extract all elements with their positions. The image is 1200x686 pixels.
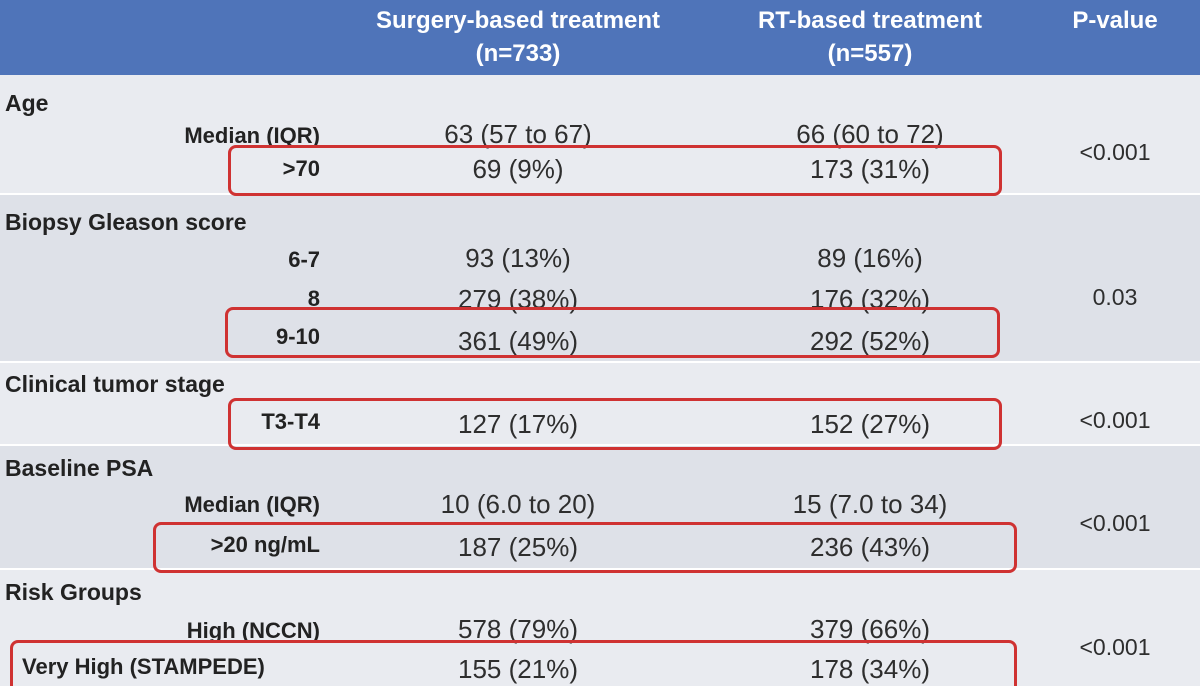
section-title: Clinical tumor stage — [5, 371, 225, 397]
surgery-value: 93 (13%) — [465, 243, 571, 273]
header-rt-n: (n=557) — [827, 40, 913, 67]
header-rt-title: RT-based treatment — [757, 7, 983, 34]
section-title: Risk Groups — [5, 579, 142, 605]
header-pvalue-title: P-value — [1072, 7, 1158, 34]
section-psa: Baseline PSA Median (IQR) 10 (6.0 to 20)… — [0, 446, 1200, 570]
surgery-value: 127 (17%) — [458, 409, 578, 439]
p-value: <0.001 — [1079, 407, 1151, 433]
section-gleason: Biopsy Gleason score 6-7 93 (13%) 89 (16… — [0, 195, 1200, 363]
section-age: Age Median (IQR) 63 (57 to 67) 66 (60 to… — [0, 75, 1200, 195]
surgery-value: 361 (49%) — [458, 326, 578, 356]
rt-value: 173 (31%) — [810, 154, 930, 184]
row-label: 8 — [307, 286, 320, 311]
rt-value: 89 (16%) — [817, 243, 923, 273]
section-title: Baseline PSA — [5, 455, 154, 481]
row-label: High (NCCN) — [186, 618, 320, 643]
row-label: >70 — [282, 156, 320, 181]
header-surgery-title: Surgery-based treatment — [375, 7, 661, 34]
row-label: 9-10 — [275, 324, 320, 349]
p-value: <0.001 — [1079, 510, 1151, 536]
highlight-box-stage-t3-t4 — [228, 398, 1002, 450]
p-value: 0.03 — [1092, 284, 1138, 310]
section-risk: Risk Groups High (NCCN) 578 (79%) 379 (6… — [0, 570, 1200, 686]
rt-value: 66 (60 to 72) — [796, 119, 944, 149]
highlight-box-psa-over-20 — [153, 522, 1017, 573]
row-label: >20 ng/mL — [210, 532, 320, 557]
surgery-value: 69 (9%) — [472, 154, 564, 184]
rt-value: 152 (27%) — [810, 409, 930, 439]
surgery-value: 578 (79%) — [458, 614, 578, 644]
row-label: Median (IQR) — [184, 492, 320, 517]
highlight-box-very-high-risk — [10, 640, 1017, 686]
header-rt: RT-based treatment (n=557) — [720, 4, 1020, 70]
highlight-box-gleason-9-10 — [225, 307, 1000, 358]
header-pvalue: P-value — [1050, 4, 1180, 37]
header-surgery: Surgery-based treatment (n=733) — [350, 4, 686, 70]
surgery-value: 63 (57 to 67) — [444, 119, 592, 149]
surgery-value: 187 (25%) — [458, 532, 578, 562]
rt-value: 178 (34%) — [810, 654, 930, 684]
row-label: 6-7 — [288, 247, 320, 272]
surgery-value: 155 (21%) — [458, 654, 578, 684]
section-title: Age — [5, 90, 49, 116]
rt-value: 236 (43%) — [810, 532, 930, 562]
p-value: <0.001 — [1079, 139, 1151, 165]
surgery-value: 10 (6.0 to 20) — [440, 489, 596, 519]
p-value: <0.001 — [1079, 634, 1151, 660]
rt-value: 379 (66%) — [810, 614, 930, 644]
row-label: Median (IQR) — [184, 123, 320, 148]
header-surgery-n: (n=733) — [475, 40, 561, 67]
table-header: Surgery-based treatment (n=733) RT-based… — [0, 0, 1200, 75]
row-label: Very High (STAMPEDE) — [22, 654, 265, 679]
section-title: Biopsy Gleason score — [5, 209, 247, 235]
row-label: T3-T4 — [261, 409, 320, 434]
rt-value: 292 (52%) — [810, 326, 930, 356]
highlight-box-age-over-70 — [228, 145, 1002, 196]
rt-value: 15 (7.0 to 34) — [792, 489, 948, 519]
